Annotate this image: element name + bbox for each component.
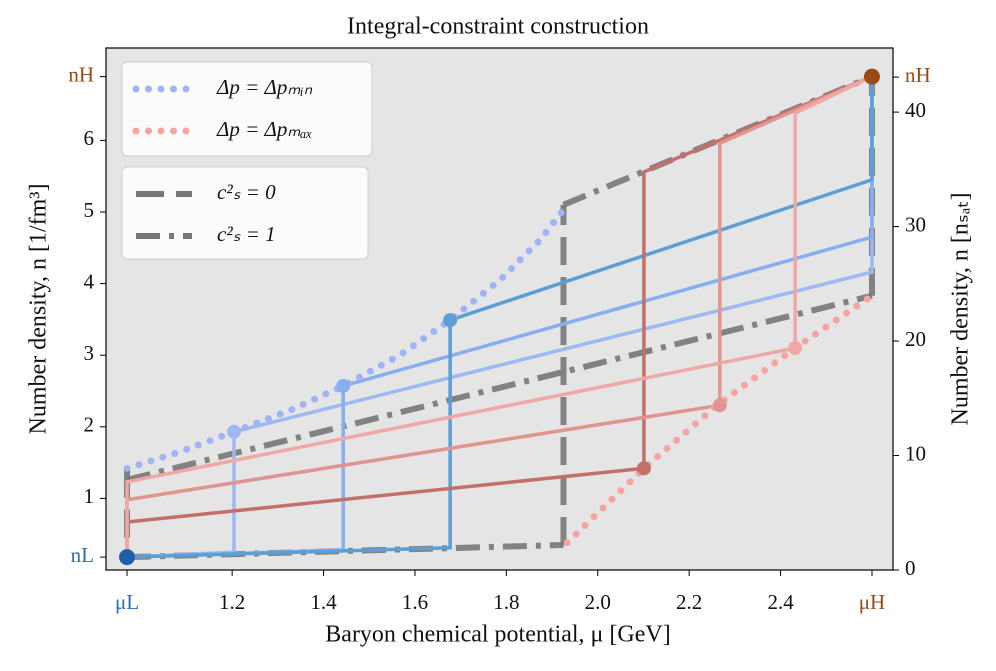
y2-tick-label: 30 (905, 212, 926, 236)
y-tick-label: 4 (84, 269, 95, 293)
x-axis-label: Baryon chemical potential, μ [GeV] (325, 622, 670, 648)
y-tick-label: 3 (84, 341, 95, 365)
point (788, 341, 803, 356)
y2-tick-label: 40 (905, 98, 926, 122)
y-tick-label: 6 (84, 126, 95, 150)
y2-tick-label: 10 (905, 441, 926, 465)
chart-title: Integral-constraint construction (347, 14, 649, 40)
series-line (126, 73, 874, 561)
point (226, 424, 241, 439)
x-tick-label: 1.4 (310, 590, 337, 614)
y2-tick-label: 20 (905, 327, 926, 351)
point (712, 398, 727, 413)
legend-label: c²ₛ = 1 (217, 222, 276, 246)
legend-label: Δp = Δpₘₐₓ (216, 117, 313, 141)
point (636, 461, 651, 476)
y-tick-label: 2 (84, 413, 95, 437)
y2-axis-label: Number density, n [nₛₐₜ] (948, 193, 974, 426)
y-tick-label: nL (71, 543, 94, 567)
point (863, 68, 880, 85)
legend-label: Δp = Δpₘᵢₙ (216, 75, 313, 99)
point (443, 313, 458, 328)
x-tick-label: 2.2 (676, 590, 702, 614)
x-tick-label: 2.4 (767, 590, 794, 614)
y-tick-label: 1 (84, 484, 95, 508)
y-tick-label: nH (68, 62, 94, 86)
legend-label: c²ₛ = 0 (217, 180, 276, 204)
series-line (123, 206, 567, 472)
x-tick-label: 1.8 (493, 590, 519, 614)
x-tick-label: 2.0 (585, 590, 611, 614)
y2-tick-label: 0 (905, 556, 916, 580)
x-tick-label: μL (115, 590, 139, 614)
point (119, 549, 136, 566)
point (336, 378, 351, 393)
x-tick-label: 1.6 (402, 590, 428, 614)
y-tick-label: 5 (84, 198, 95, 222)
plot-frame (105, 47, 894, 571)
y2-tick-label: nH (905, 63, 931, 87)
x-tick-label: μH (859, 590, 885, 614)
x-tick-label: 1.2 (219, 590, 245, 614)
y-axis-label: Number density, n [1/fm³] (26, 184, 52, 435)
